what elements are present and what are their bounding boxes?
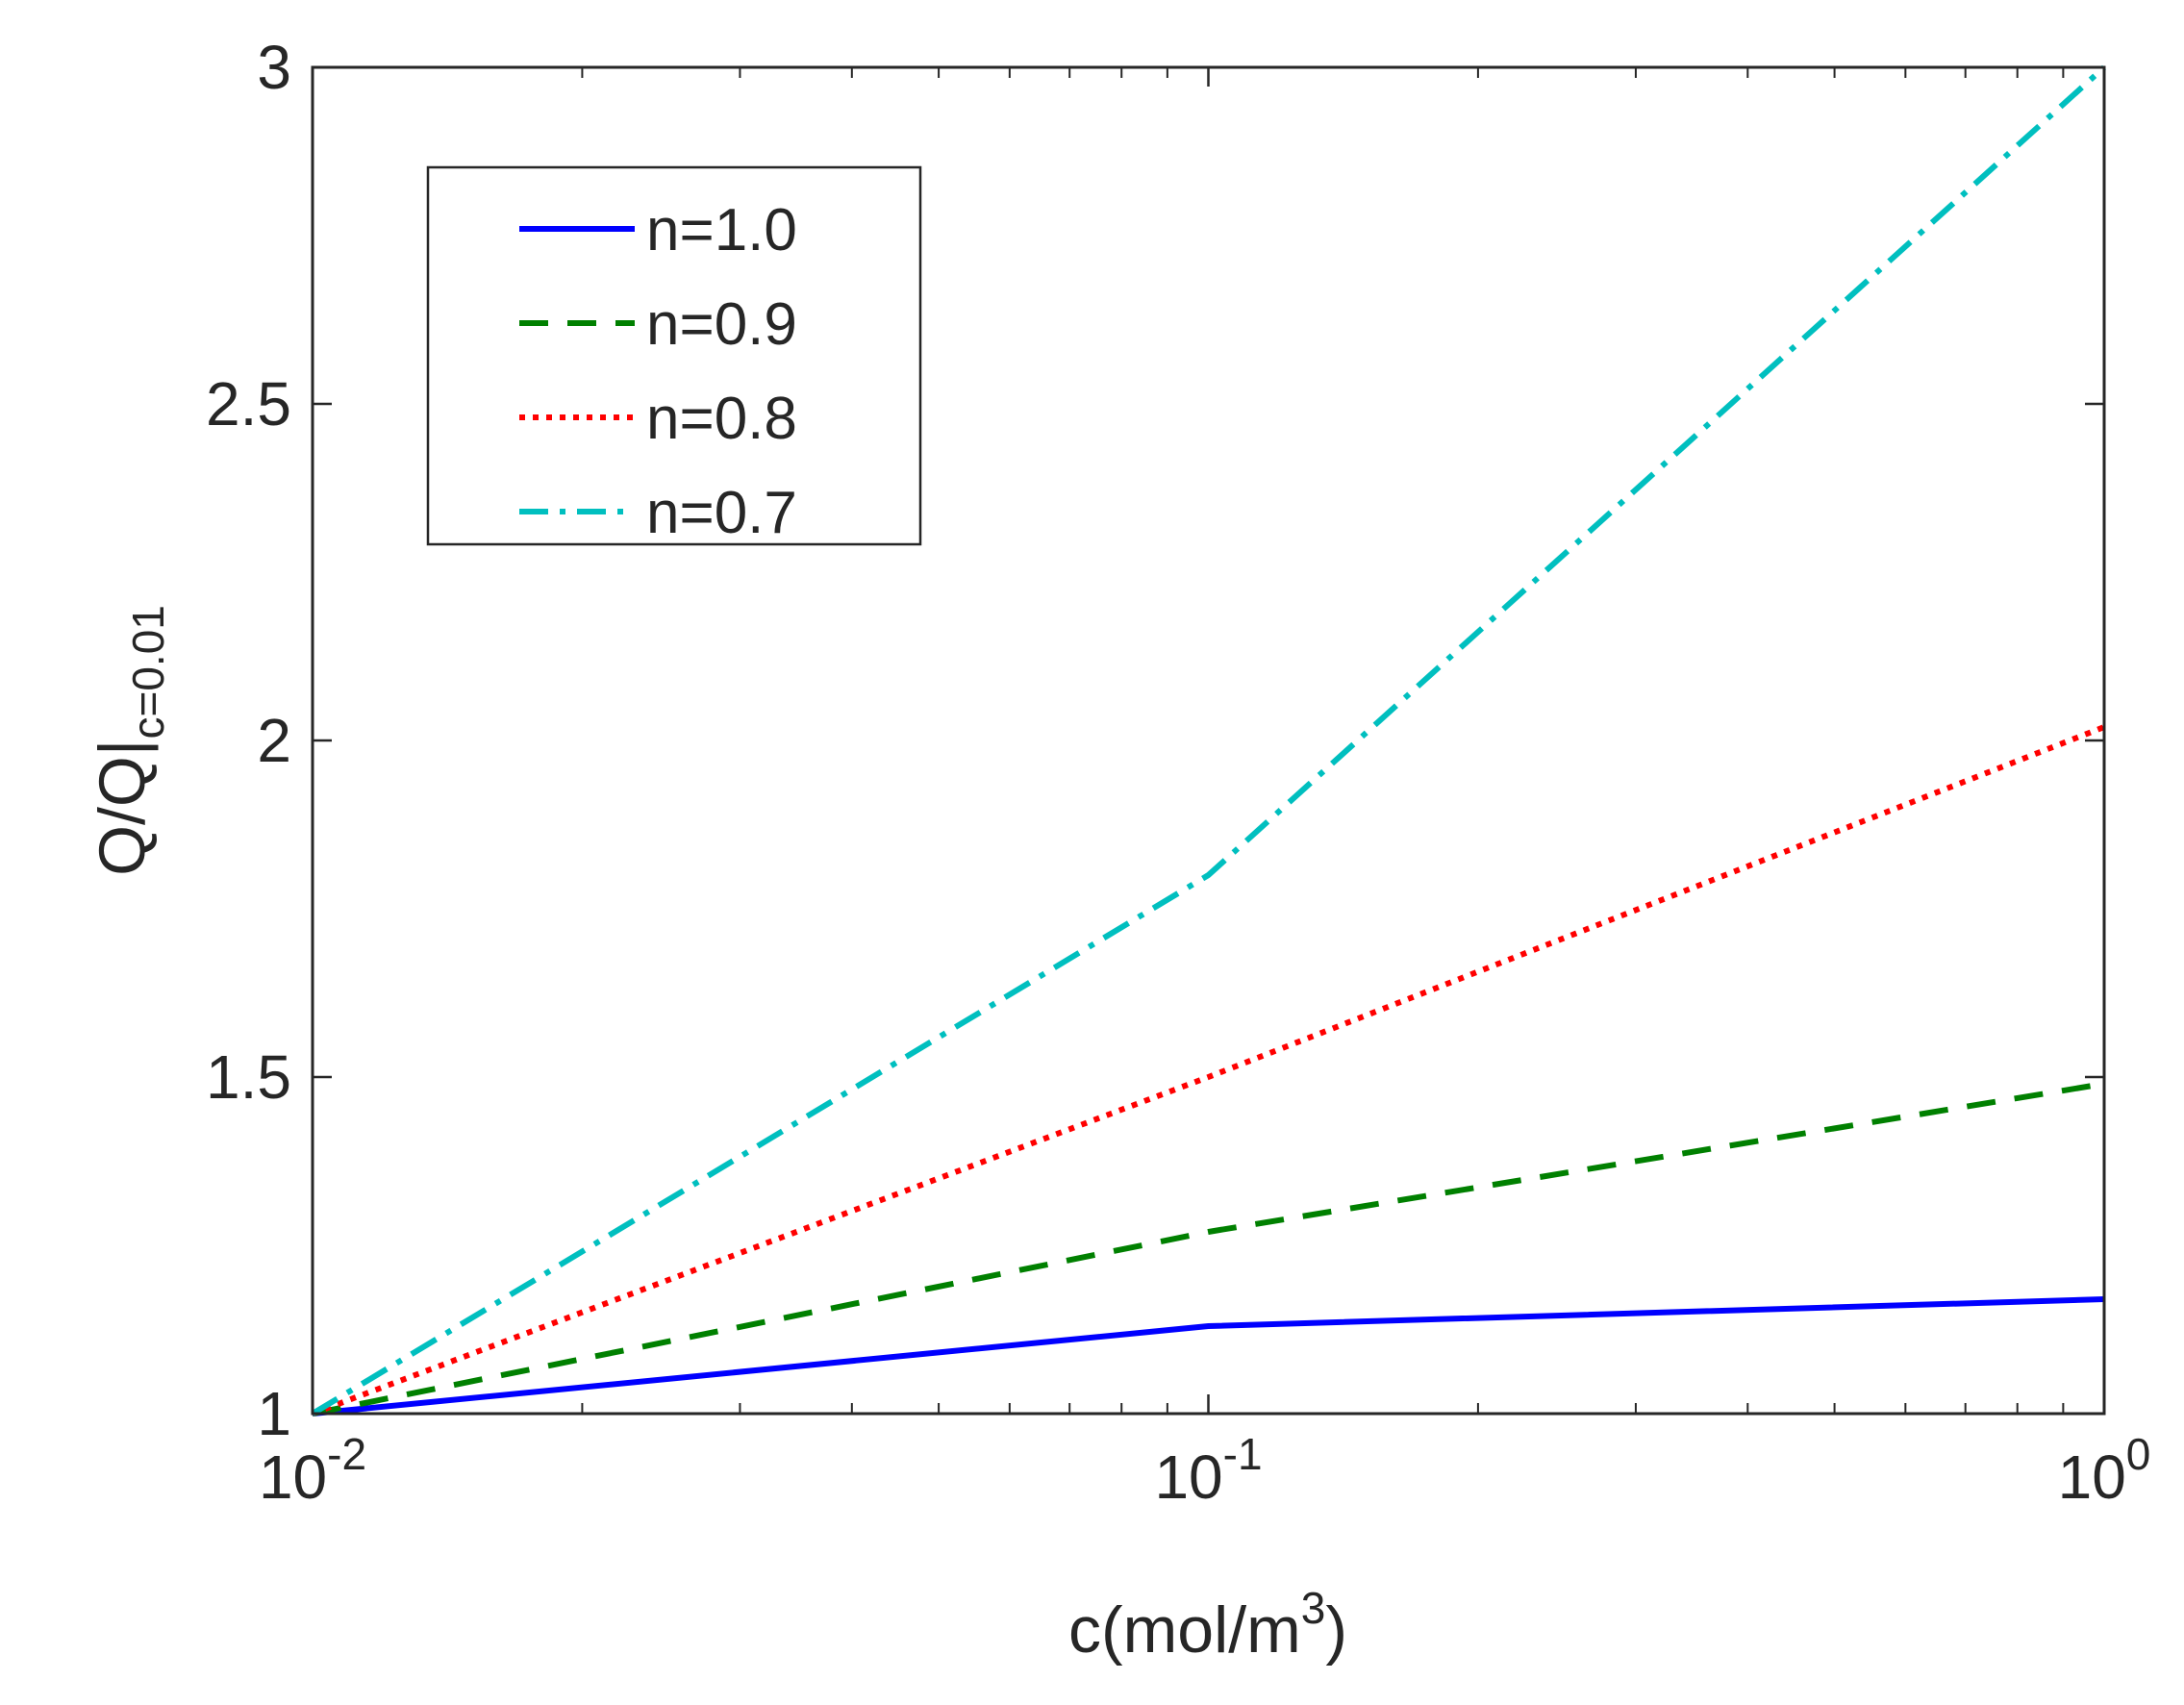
series-line-n=0.9: [312, 1081, 2105, 1417]
y-tick-label: 1: [257, 1379, 291, 1448]
x-tick-label-base: 10: [1154, 1442, 1222, 1512]
x-tick-label: 100: [2058, 1429, 2151, 1512]
legend-label: n=1.0: [646, 197, 797, 263]
legend-box: [426, 165, 922, 546]
y-axis-label-sub: c=0.01: [123, 605, 173, 739]
x-tick-label: 10-1: [1154, 1429, 1262, 1512]
y-tick-label: 2.5: [206, 369, 291, 439]
series-line-n=1.0: [312, 1296, 2105, 1417]
y-tick-label: 2: [257, 706, 291, 775]
x-tick-label-exp: 0: [2126, 1429, 2151, 1479]
y-tick-label: 1.5: [206, 1042, 291, 1112]
y-tick-label: 3: [257, 33, 291, 102]
x-tick-label: 10-2: [259, 1429, 366, 1512]
x-tick-label-exp: -2: [327, 1429, 366, 1479]
series-lines: [311, 64, 2107, 1417]
x-axis-label: c(mol/m3): [1068, 1583, 1347, 1667]
y-axis-label: Q/Q|c=0.01: [86, 605, 173, 876]
series-line-n=0.8: [311, 724, 2106, 1417]
x-tick-label-base: 10: [259, 1442, 327, 1512]
x-axis-label-sup: 3: [1301, 1583, 1326, 1633]
y-axis-label-main: Q/Q|: [86, 740, 159, 876]
series-line-n=0.7: [311, 64, 2107, 1417]
x-tick-label-base: 10: [2058, 1442, 2126, 1512]
x-axis-label-tail: ): [1325, 1593, 1347, 1667]
x-tick-label-exp: -1: [1223, 1429, 1263, 1479]
axes-frame: [311, 65, 2106, 1416]
legend-label: n=0.8: [646, 386, 797, 452]
legend-label: n=0.7: [646, 480, 797, 546]
legend-label: n=0.9: [646, 291, 797, 358]
x-axis-label-main: c(mol/m: [1068, 1593, 1301, 1667]
legend: n=1.0 n=0.9 n=0.8 n=0.7: [426, 165, 922, 546]
